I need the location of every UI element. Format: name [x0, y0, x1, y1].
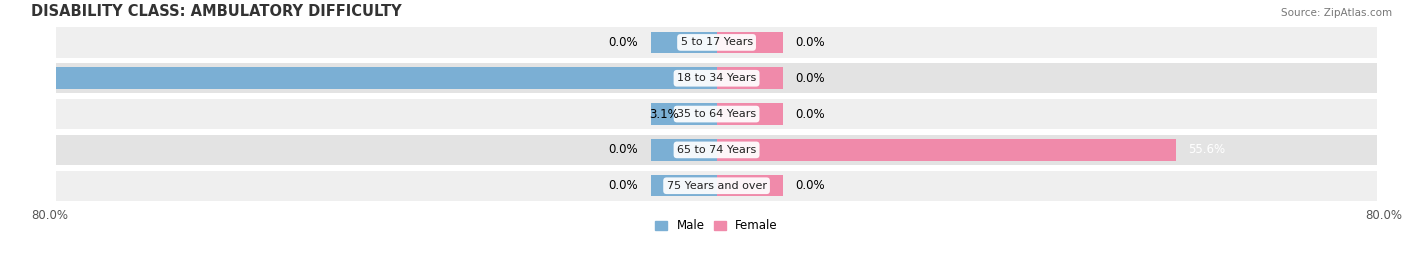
Text: 0.0%: 0.0% [794, 179, 825, 192]
Text: DISABILITY CLASS: AMBULATORY DIFFICULTY: DISABILITY CLASS: AMBULATORY DIFFICULTY [31, 4, 402, 19]
Text: 0.0%: 0.0% [794, 108, 825, 121]
Text: 0.0%: 0.0% [609, 179, 638, 192]
Bar [651, 32, 717, 53]
Bar [651, 68, 717, 89]
Text: 0.0%: 0.0% [794, 72, 825, 85]
Bar [651, 139, 717, 161]
Text: 0.0%: 0.0% [794, 36, 825, 49]
Bar [56, 27, 1376, 58]
Text: 75 Years and over: 75 Years and over [666, 181, 766, 191]
Bar [690, 103, 717, 125]
Text: Source: ZipAtlas.com: Source: ZipAtlas.com [1281, 8, 1392, 18]
Bar [717, 103, 783, 125]
Bar [717, 139, 783, 161]
Bar [56, 135, 1376, 165]
Text: 55.6%: 55.6% [1188, 143, 1225, 156]
Bar [56, 99, 1376, 129]
Text: 65 to 74 Years: 65 to 74 Years [676, 145, 756, 155]
Bar [56, 68, 717, 89]
Text: 0.0%: 0.0% [609, 36, 638, 49]
Text: 80.0%: 80.0% [7, 72, 44, 85]
Bar [56, 63, 1376, 93]
Bar [651, 103, 717, 125]
Bar [717, 32, 783, 53]
Bar [651, 175, 717, 196]
Bar [56, 171, 1376, 201]
Text: 80.0%: 80.0% [31, 209, 69, 222]
Bar [717, 175, 783, 196]
Text: 3.1%: 3.1% [648, 108, 679, 121]
Legend: Male, Female: Male, Female [651, 215, 783, 237]
Text: 0.0%: 0.0% [609, 143, 638, 156]
Text: 35 to 64 Years: 35 to 64 Years [678, 109, 756, 119]
Text: 80.0%: 80.0% [1365, 209, 1402, 222]
Text: 5 to 17 Years: 5 to 17 Years [681, 37, 752, 47]
Bar [717, 68, 783, 89]
Bar [717, 139, 1175, 161]
Text: 18 to 34 Years: 18 to 34 Years [676, 73, 756, 83]
